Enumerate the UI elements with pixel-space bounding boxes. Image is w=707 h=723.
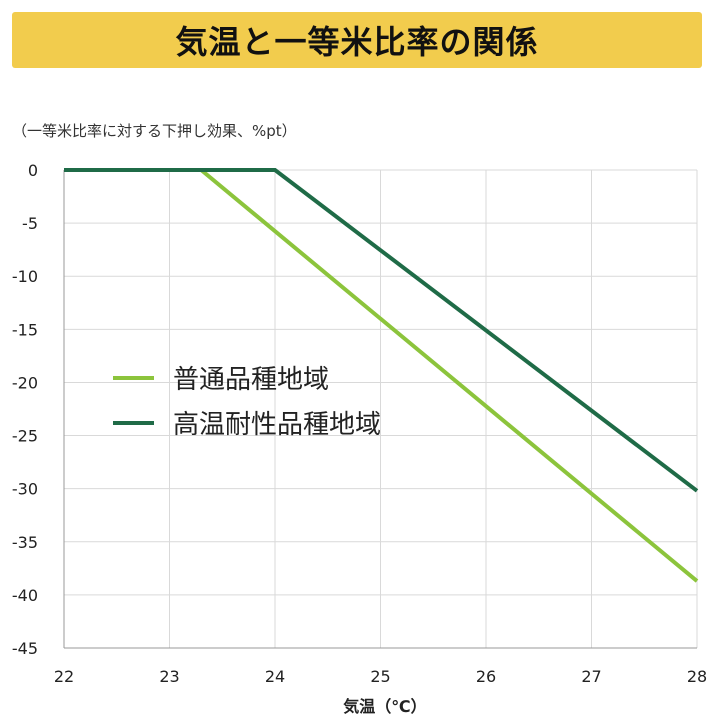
chart-title: 気温と一等米比率の関係 bbox=[175, 23, 539, 61]
y-axis-label: （一等米比率に対する下押し効果、%pt） bbox=[12, 122, 297, 140]
y-tick-label: -15 bbox=[12, 320, 38, 339]
legend-label-1: 普通品種地域 bbox=[173, 365, 329, 395]
grid-layer bbox=[64, 169, 698, 648]
y-tick-label: 0 bbox=[28, 161, 38, 180]
x-axis-label: 気温（℃） bbox=[343, 697, 426, 716]
y-tick-label: -40 bbox=[12, 586, 38, 605]
axis-layer: 22 23 24 25 26 27 28 0 -5 -10 -15 -20 -25 -30 -35 -40 -4… bbox=[12, 161, 707, 686]
legend-label-2: 高温耐性品種地域 bbox=[173, 410, 381, 440]
x-tick-label: 24 bbox=[265, 667, 285, 686]
x-tick-label: 22 bbox=[54, 667, 74, 686]
series-layer bbox=[64, 168, 699, 583]
y-tick-label: -45 bbox=[12, 639, 38, 658]
x-tick-label: 23 bbox=[159, 667, 179, 686]
x-tick-label: 25 bbox=[370, 667, 390, 686]
y-tick-label: -20 bbox=[12, 373, 38, 392]
y-tick-label: -25 bbox=[12, 427, 38, 446]
y-tick-label: -10 bbox=[12, 267, 38, 286]
y-tick-label: -35 bbox=[12, 533, 38, 552]
y-tick-label: -5 bbox=[22, 214, 38, 233]
x-tick-label: 27 bbox=[581, 667, 601, 686]
x-tick-label: 26 bbox=[476, 667, 496, 686]
x-tick-label: 28 bbox=[687, 667, 707, 686]
title-banner: 気温と一等米比率の関係 bbox=[12, 12, 702, 68]
y-tick-label: -30 bbox=[12, 480, 38, 499]
series-line-2 bbox=[64, 168, 699, 493]
